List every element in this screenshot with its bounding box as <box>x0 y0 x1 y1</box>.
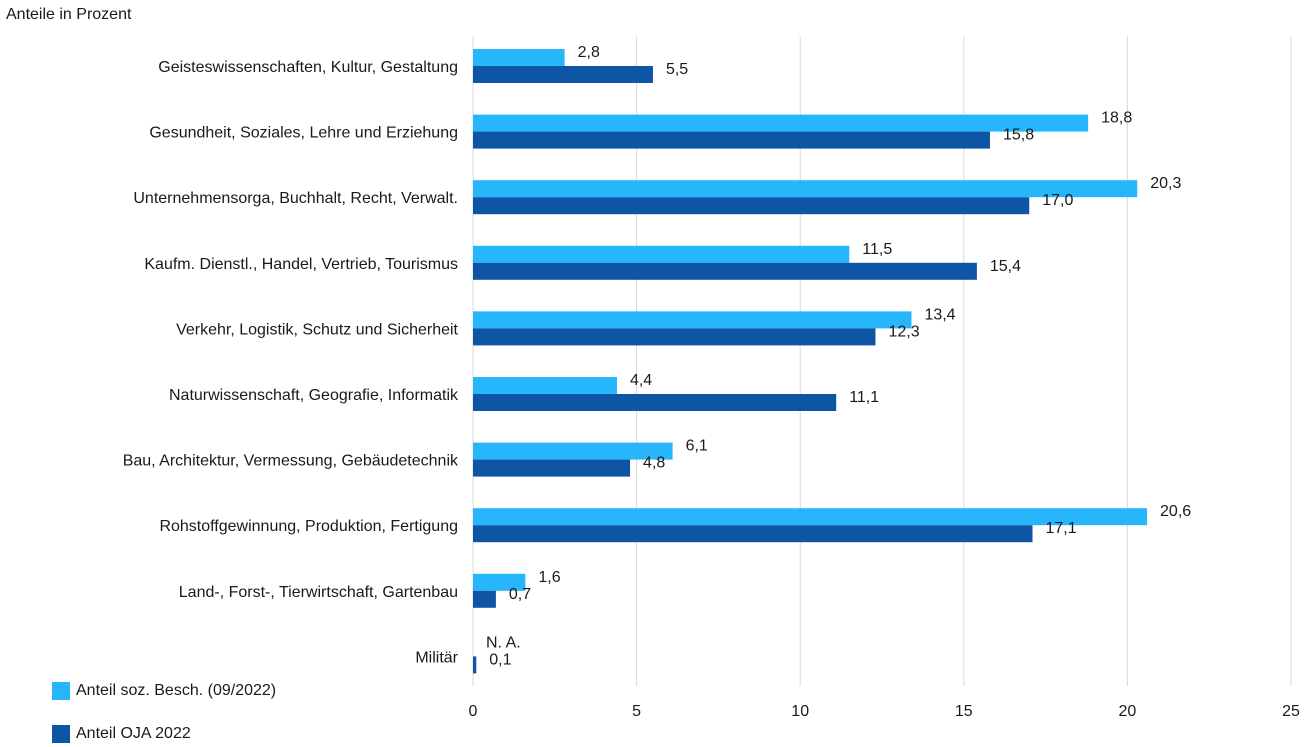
data-label: 4,4 <box>630 372 652 389</box>
data-label: 11,1 <box>849 389 879 406</box>
category-label: Unternehmensorga, Buchhalt, Recht, Verwa… <box>133 190 458 207</box>
data-label: 17,1 <box>1046 520 1077 537</box>
bar <box>473 311 912 329</box>
bar <box>473 49 565 66</box>
bar <box>473 459 631 477</box>
x-tick-label: 0 <box>469 703 478 720</box>
bar <box>473 525 1033 543</box>
data-label: 0,7 <box>509 586 531 603</box>
data-label: N. A. <box>486 634 521 651</box>
data-label: 12,3 <box>888 323 919 340</box>
bar <box>473 328 876 346</box>
bar <box>473 508 1148 526</box>
x-tick-label: 25 <box>1282 703 1300 720</box>
bar <box>473 131 990 149</box>
legend-label-oja: Anteil OJA 2022 <box>76 725 191 742</box>
bar <box>473 180 1138 198</box>
legend-item-oja: Anteil OJA 2022 <box>52 725 191 743</box>
data-label: 20,6 <box>1160 503 1191 520</box>
legend-item-soz-besch: Anteil soz. Besch. (09/2022) <box>52 682 276 700</box>
data-label: 13,4 <box>924 306 955 323</box>
category-label: Bau, Architektur, Vermessung, Gebäudetec… <box>123 453 459 470</box>
data-label: 5,5 <box>666 61 688 78</box>
category-label: Geisteswissenschaften, Kultur, Gestaltun… <box>158 59 458 76</box>
data-label: 4,8 <box>643 455 665 472</box>
data-label: 6,1 <box>686 438 708 455</box>
bar <box>473 573 526 591</box>
legend-label-soz-besch: Anteil soz. Besch. (09/2022) <box>76 682 277 699</box>
category-label: Rohstoffgewinnung, Produktion, Fertigung <box>159 518 458 535</box>
category-label: Gesundheit, Soziales, Lehre und Erziehun… <box>149 125 458 142</box>
x-tick-label: 5 <box>632 703 641 720</box>
bar <box>473 442 673 460</box>
category-label: Militär <box>415 649 458 666</box>
category-label: Kaufm. Dienstl., Handel, Vertrieb, Touri… <box>144 256 458 273</box>
data-label: 11,5 <box>862 241 892 258</box>
bar <box>473 245 850 263</box>
bar <box>473 262 977 280</box>
x-tick-label: 15 <box>955 703 973 720</box>
data-label: 0,1 <box>489 651 511 668</box>
category-label: Verkehr, Logistik, Schutz und Sicherheit <box>176 321 458 338</box>
bar <box>473 656 477 674</box>
data-label: 17,0 <box>1042 192 1073 209</box>
category-label: Naturwissenschaft, Geografie, Informatik <box>169 387 459 404</box>
bar <box>473 197 1030 215</box>
bar <box>473 377 617 394</box>
category-label: Land-, Forst-, Tierwirtschaft, Gartenbau <box>179 584 458 601</box>
data-label: 18,8 <box>1101 110 1132 127</box>
data-label: 15,4 <box>990 258 1021 275</box>
data-label: 15,8 <box>1003 127 1034 144</box>
bar <box>473 114 1089 132</box>
data-label: 2,8 <box>578 44 600 61</box>
legend-swatch-soz-besch <box>52 682 70 700</box>
bar <box>473 590 496 608</box>
bar <box>473 66 653 83</box>
x-tick-label: 10 <box>791 703 809 720</box>
chart-unit-label: Anteile in Prozent <box>6 6 132 23</box>
x-tick-label: 20 <box>1119 703 1137 720</box>
data-label: 20,3 <box>1150 175 1181 192</box>
legend-swatch-oja <box>52 725 70 743</box>
data-label: 1,6 <box>538 569 560 586</box>
bar <box>473 394 837 411</box>
